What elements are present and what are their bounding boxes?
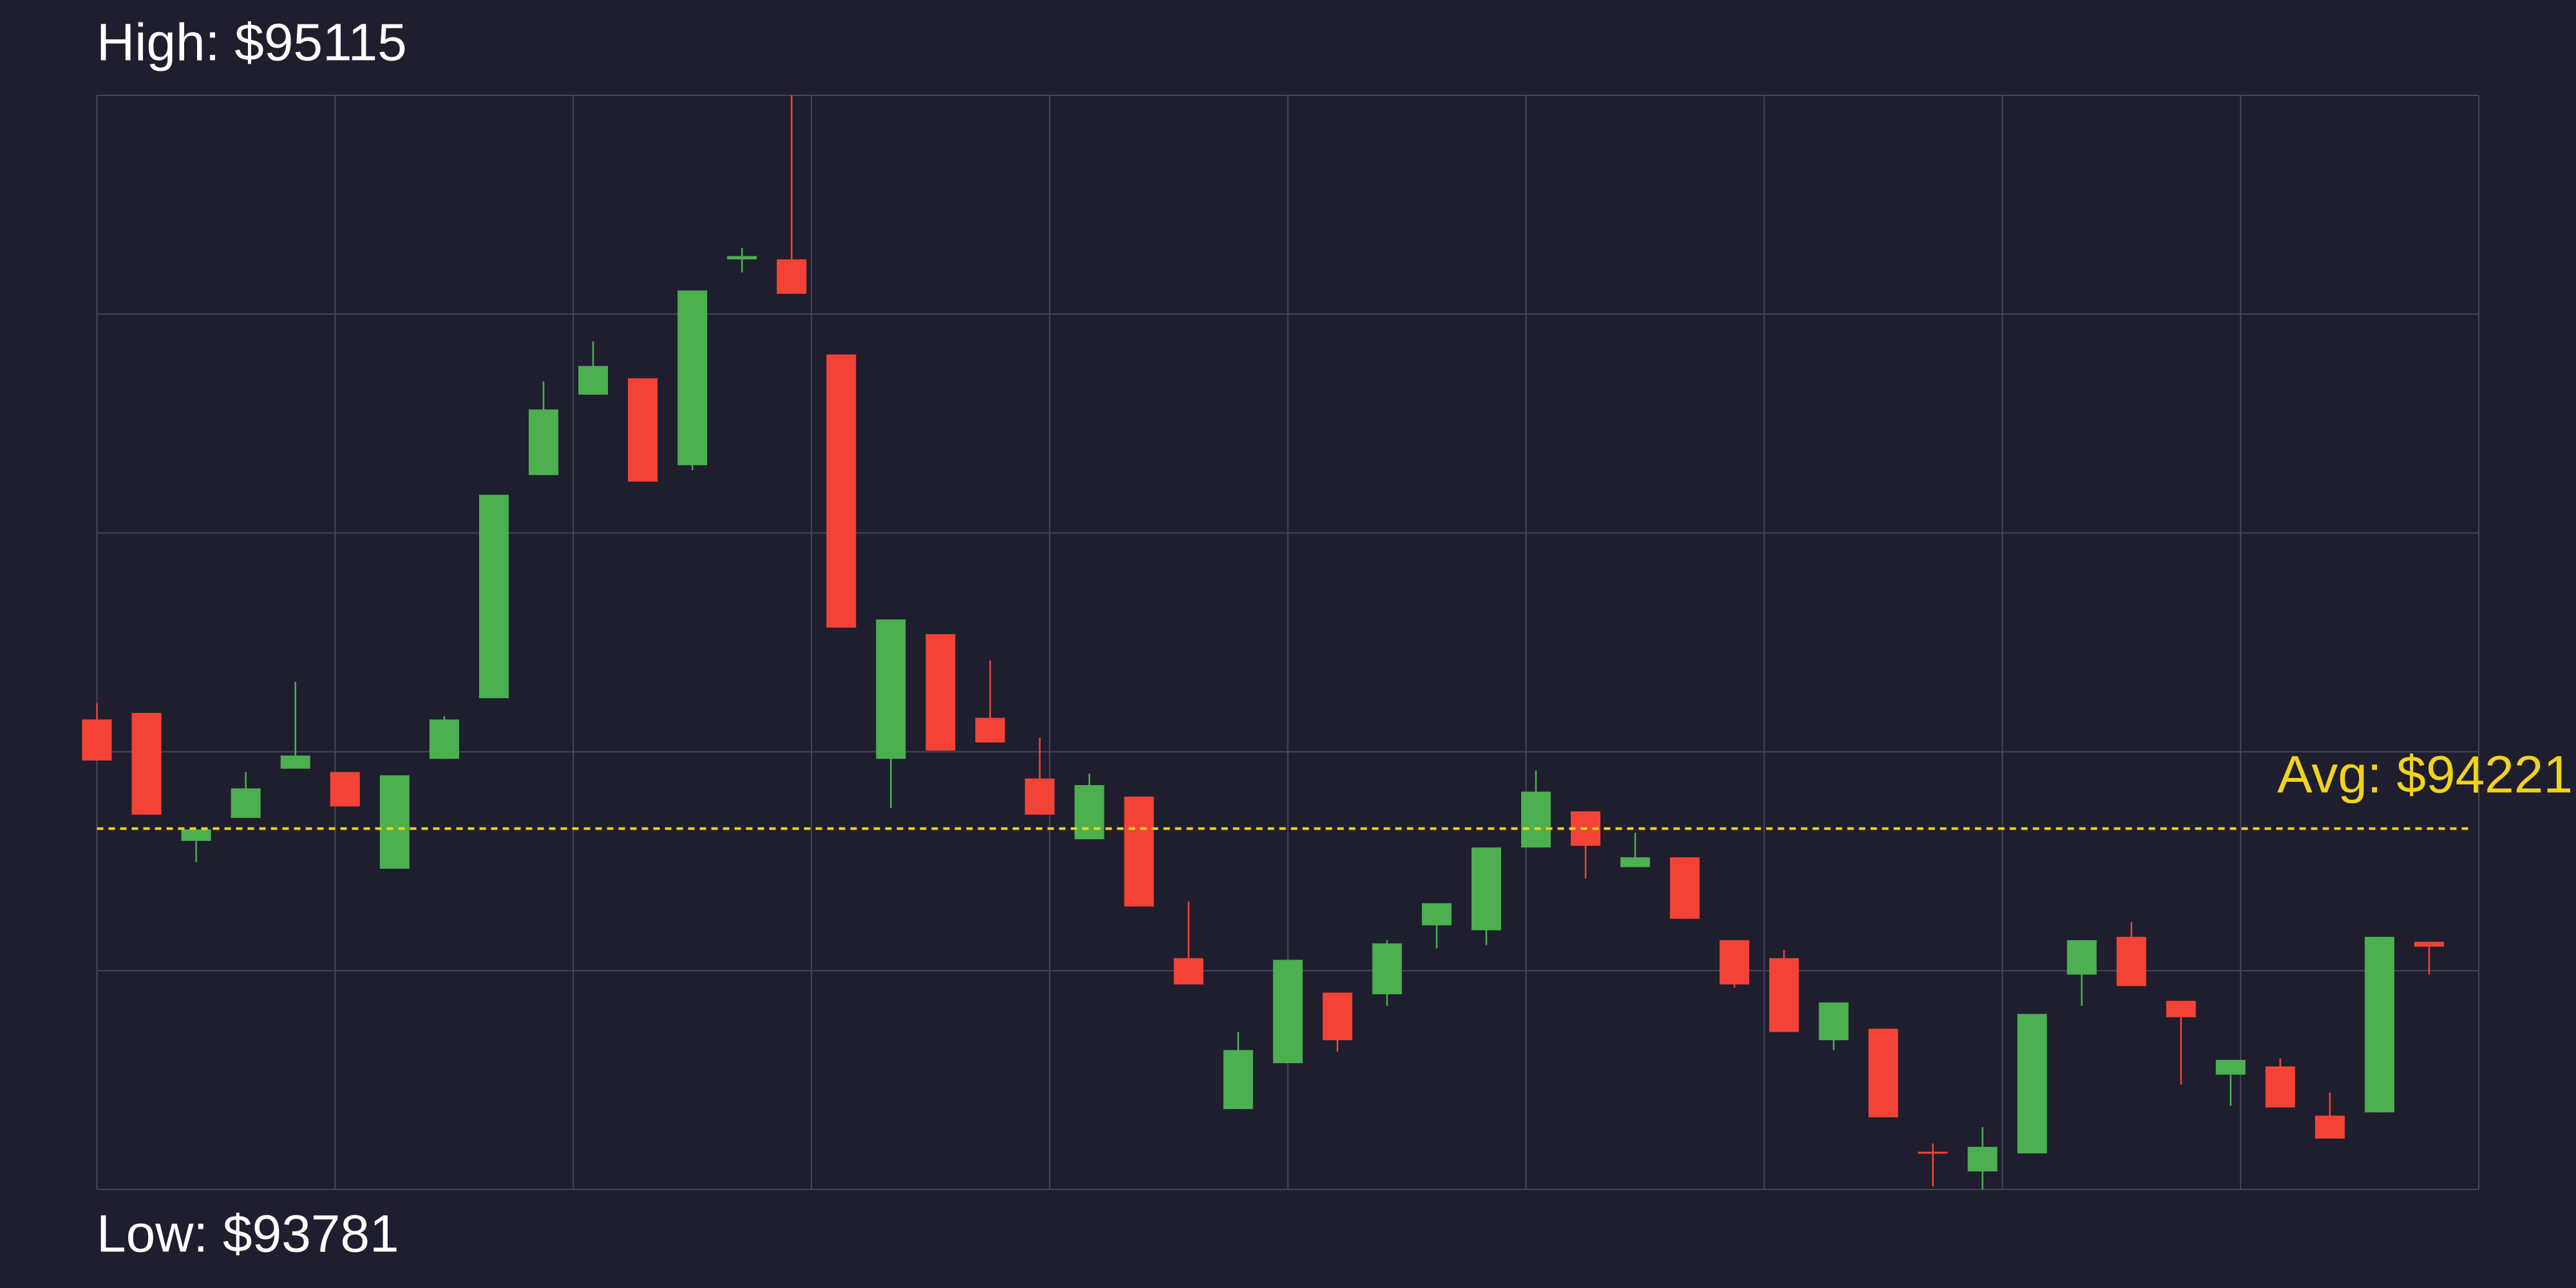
candle-body [925,634,956,751]
candle-body [628,378,658,482]
candle-body [330,772,360,807]
candle-body [231,788,261,819]
candle-body [826,354,857,628]
candle-body [131,713,162,815]
candle-body [2265,1066,2295,1108]
candle-body [1124,796,1154,907]
candle-body [1223,1050,1253,1110]
candle-body [2215,1059,2246,1075]
candle-body [1025,778,1055,815]
candle-body [2166,1001,2196,1018]
candle-body [1868,1028,1899,1117]
candle-body [2116,936,2146,987]
candle-body [2414,942,2444,947]
candle-body [2315,1115,2345,1139]
candle-body [1819,1002,1849,1041]
candle-body [429,719,459,759]
candle-body [1074,785,1104,840]
candle-body [1521,791,1551,848]
candle-body [677,290,708,466]
candle-body [1273,960,1303,1063]
candle-body [82,719,112,761]
candle-body [1322,992,1352,1041]
high-label: High: $95115 [97,14,407,72]
candle-body [1620,857,1651,867]
candle-body [478,495,509,699]
candle-body [280,755,310,769]
candle-body [1967,1146,1998,1171]
candle-body [1471,847,1501,931]
candle-body [1918,1151,1948,1154]
candle-body [2364,936,2394,1113]
candle-body [1670,857,1700,919]
low-label: Low: $93781 [97,1205,399,1264]
candle-body [1372,943,1402,994]
candle-body [2067,940,2097,975]
candle-body [528,409,558,475]
candle-body [181,829,211,841]
candle-body [876,619,906,759]
candle-body [975,717,1005,743]
candle-body [1769,958,1799,1032]
candle-body [1421,903,1452,925]
candle-body [1719,940,1750,985]
candle-body [727,256,757,260]
candle-body [777,259,807,294]
candle-body [1173,958,1204,985]
avg-label: Avg: $94221 [2277,745,2573,804]
candle-body [2017,1014,2047,1153]
candle-body [379,775,410,869]
candle-body [578,366,609,395]
